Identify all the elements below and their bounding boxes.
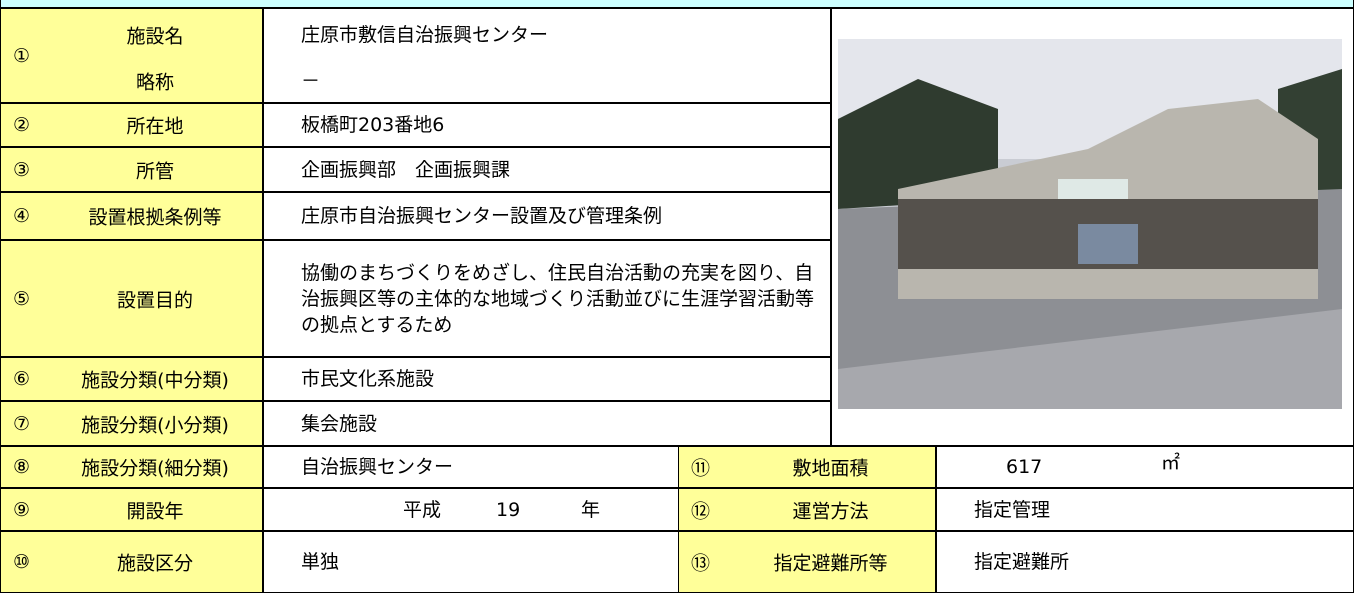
item-number: ⑧ bbox=[13, 456, 31, 478]
area-unit: ㎡ bbox=[1161, 452, 1181, 474]
item-label: 開設年 bbox=[126, 500, 184, 522]
value-cell: 指定避難所 bbox=[935, 531, 1354, 593]
label-cell: ⑬ 指定避難所等 bbox=[678, 531, 937, 593]
item-value: 単独 bbox=[301, 551, 340, 573]
label-cell: ⑫ 運営方法 bbox=[678, 488, 937, 531]
item-number: ③ bbox=[13, 158, 31, 181]
item-value: － bbox=[301, 70, 321, 92]
item-label: 設置目的 bbox=[116, 289, 193, 311]
value-cell: 庄原市敷信自治振興センター － bbox=[262, 8, 832, 103]
value-cell: 集会施設 bbox=[262, 401, 832, 446]
value-cell: 617 ㎡ bbox=[935, 446, 1354, 488]
value-cell: 企画振興部 企画振興課 bbox=[262, 147, 832, 192]
item-value: 617 bbox=[1006, 456, 1043, 478]
item-value: 企画振興部 企画振興課 bbox=[301, 158, 511, 181]
opening-era: 平成 bbox=[403, 498, 442, 521]
item-value: 自治振興センター bbox=[301, 456, 454, 478]
value-cell: 自治振興センター bbox=[262, 446, 680, 488]
item-label: 所管 bbox=[135, 160, 174, 182]
item-number: ⑦ bbox=[13, 412, 31, 435]
item-number: ⑨ bbox=[13, 498, 31, 521]
label-cell: ⑩ 施設区分 bbox=[0, 531, 264, 593]
item-label: 施設分類(小分類) bbox=[81, 414, 229, 436]
item-label: 施設分類(中分類) bbox=[81, 369, 229, 392]
value-cell: 市民文化系施設 bbox=[262, 357, 832, 401]
value-cell: 板橋町203番地6 bbox=[262, 103, 832, 147]
label-cell: ⑦ 施設分類(小分類) bbox=[0, 401, 264, 446]
item-number: ⑤ bbox=[13, 287, 31, 310]
item-label: 施設分類(細分類) bbox=[81, 457, 229, 480]
value-cell: 指定管理 bbox=[935, 488, 1354, 531]
item-label: 所在地 bbox=[126, 115, 184, 138]
item-number: ⑪ bbox=[691, 457, 711, 480]
label-cell: ④ 設置根拠条例等 bbox=[0, 192, 264, 240]
item-label: 運営方法 bbox=[792, 500, 869, 522]
item-number: ④ bbox=[13, 205, 31, 227]
item-label: 指定避難所等 bbox=[773, 552, 888, 575]
item-value: 集会施設 bbox=[301, 412, 378, 435]
label-cell: ③ 所管 bbox=[0, 147, 264, 192]
opening-year: 19 bbox=[496, 498, 521, 521]
item-label: 敷地面積 bbox=[792, 457, 869, 480]
item-label: 施設区分 bbox=[116, 552, 193, 575]
item-value: 板橋町203番地6 bbox=[301, 114, 445, 136]
item-value: 指定避難所 bbox=[974, 551, 1070, 573]
value-cell: 単独 bbox=[262, 531, 680, 593]
item-value: 指定管理 bbox=[974, 498, 1051, 521]
photo bbox=[838, 39, 1342, 409]
item-number: ② bbox=[13, 114, 31, 136]
item-number: ⑫ bbox=[691, 500, 711, 522]
item-value: 庄原市自治振興センター設置及び管理条例 bbox=[301, 205, 663, 227]
label-cell: ① 施設名略称 bbox=[0, 8, 264, 103]
label-cell: ⑪ 敷地面積 bbox=[678, 446, 937, 488]
item-number: ⑩ bbox=[13, 551, 31, 573]
photo-cell bbox=[830, 8, 1354, 446]
label-cell: ⑥ 施設分類(中分類) bbox=[0, 357, 264, 401]
item-label: 略称 bbox=[135, 71, 174, 94]
label-cell: ⑨ 開設年 bbox=[0, 488, 264, 531]
label-cell: ② 所在地 bbox=[0, 103, 264, 147]
item-label: 施設名 bbox=[126, 25, 184, 48]
item-number: ⑥ bbox=[13, 368, 31, 390]
value-cell: 庄原市自治振興センター設置及び管理条例 bbox=[262, 192, 832, 240]
label-cell: ⑧ 施設分類(細分類) bbox=[0, 446, 264, 488]
item-number: ⑬ bbox=[691, 552, 711, 575]
item-number: ① bbox=[13, 44, 31, 67]
item-value: 協働のまちづくりをめざし、住民自治活動の充実を図り、自治振興区等の主体的な地域づ… bbox=[301, 261, 815, 336]
item-value: 庄原市敷信自治振興センター bbox=[301, 24, 549, 46]
item-value: 市民文化系施設 bbox=[301, 368, 435, 390]
item-label: 設置根拠条例等 bbox=[88, 206, 222, 229]
opening-unit: 年 bbox=[581, 498, 601, 521]
value-cell: 協働のまちづくりをめざし、住民自治活動の充実を図り、自治振興区等の主体的な地域づ… bbox=[262, 240, 832, 357]
value-cell: 平成 19 年 bbox=[262, 488, 680, 531]
header-band bbox=[0, 0, 1354, 8]
label-cell: ⑤ 設置目的 bbox=[0, 240, 264, 357]
